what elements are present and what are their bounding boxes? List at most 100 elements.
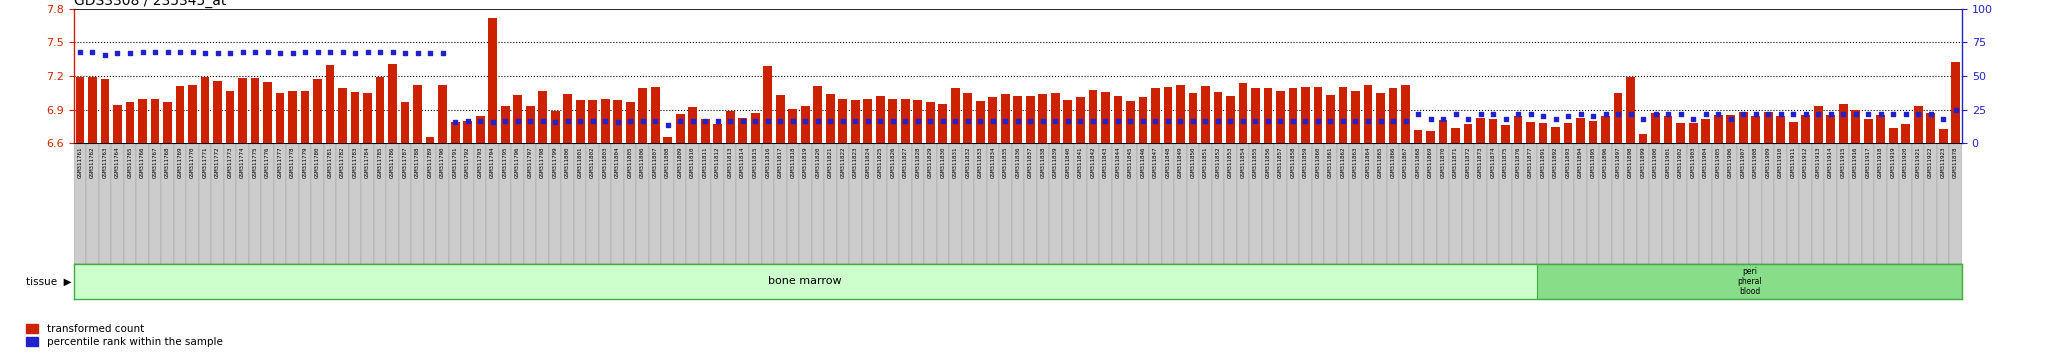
Point [127,49,160,55]
Bar [1411,143,1423,264]
Point [113,50,145,56]
Point [1751,111,1784,116]
Point [477,119,510,125]
Point [338,50,371,56]
Point [913,118,946,123]
Bar [1423,143,1438,264]
Point [1452,116,1485,122]
Point [1839,111,1872,116]
Bar [1726,115,1735,143]
Text: peri
pheral
blood: peri pheral blood [1737,267,1761,296]
Text: GSM311818: GSM311818 [791,147,795,178]
Point [602,119,635,125]
Point [1778,111,1810,116]
Text: GSM311859: GSM311859 [1303,147,1309,178]
Text: GSM311861: GSM311861 [1327,147,1333,178]
Text: GSM311848: GSM311848 [1165,147,1169,178]
Bar [686,143,698,264]
Bar [762,143,774,264]
Bar [1475,143,1487,264]
Point [1677,116,1710,122]
Point [1151,118,1184,123]
Point [1903,111,1935,116]
Bar [100,79,109,143]
Bar [1073,143,1087,264]
Point [700,118,733,123]
Bar [1114,96,1122,143]
Bar [362,93,373,143]
Text: GSM311897: GSM311897 [1616,147,1620,178]
Bar [1499,143,1511,264]
Bar [264,82,272,143]
Point [1239,118,1272,123]
Bar [963,93,973,143]
Bar [612,143,625,264]
Text: GSM311909: GSM311909 [1765,147,1772,178]
Point [213,50,246,56]
Text: GSM311850: GSM311850 [1190,147,1196,178]
Text: GSM311786: GSM311786 [389,147,395,178]
Bar [913,99,922,143]
Text: GSM311871: GSM311871 [1452,147,1458,178]
Legend: transformed count, percentile rank within the sample: transformed count, percentile rank withi… [27,324,223,347]
Bar [838,98,848,143]
Text: GSM311867: GSM311867 [1403,147,1409,178]
Point [901,118,934,123]
Bar [1337,143,1350,264]
Bar [1364,85,1372,143]
Bar [1763,112,1772,143]
Bar [1350,143,1362,264]
Bar [1714,115,1722,143]
Bar [1939,129,1948,143]
Text: GSM311911: GSM311911 [1790,147,1796,178]
Bar [1737,143,1749,264]
Bar [725,111,735,143]
Bar [1049,143,1061,264]
Bar [1536,264,1962,299]
Bar [561,143,573,264]
Point [1501,111,1534,116]
Point [252,49,285,55]
Text: GSM311912: GSM311912 [1802,147,1808,178]
Bar [887,143,899,264]
Bar [1014,96,1022,143]
Point [926,118,958,123]
Text: GSM311891: GSM311891 [1540,147,1546,178]
Point [1927,116,1960,122]
Point [788,118,821,123]
Bar [598,143,612,264]
Point [1038,118,1071,123]
Bar [1200,143,1212,264]
Point [1077,118,1110,123]
Bar [186,143,199,264]
Bar [764,66,772,143]
Text: GSM311832: GSM311832 [965,147,971,178]
Bar [1298,143,1311,264]
Text: GSM311917: GSM311917 [1866,147,1870,178]
Point [1851,111,1884,116]
Bar [262,143,274,264]
Bar [199,143,211,264]
Bar [999,143,1012,264]
Bar [573,143,586,264]
Text: GSM311842: GSM311842 [1090,147,1096,178]
Bar [1487,143,1499,264]
Text: GSM311921: GSM311921 [1915,147,1921,178]
Text: GSM311820: GSM311820 [815,147,821,178]
Text: GSM311808: GSM311808 [666,147,670,178]
Bar [375,143,387,264]
Bar [1112,143,1124,264]
Text: GSM311824: GSM311824 [866,147,870,178]
Text: GSM311801: GSM311801 [578,147,584,178]
Bar [537,143,549,264]
Point [1288,118,1321,123]
Text: GSM311816: GSM311816 [766,147,770,178]
Bar [711,143,725,264]
Bar [551,111,559,143]
Bar [389,64,397,143]
Bar [1563,143,1575,264]
Text: GSM311835: GSM311835 [1004,147,1008,178]
Bar [700,119,709,143]
Text: GSM311903: GSM311903 [1692,147,1696,178]
Point [1489,116,1522,122]
